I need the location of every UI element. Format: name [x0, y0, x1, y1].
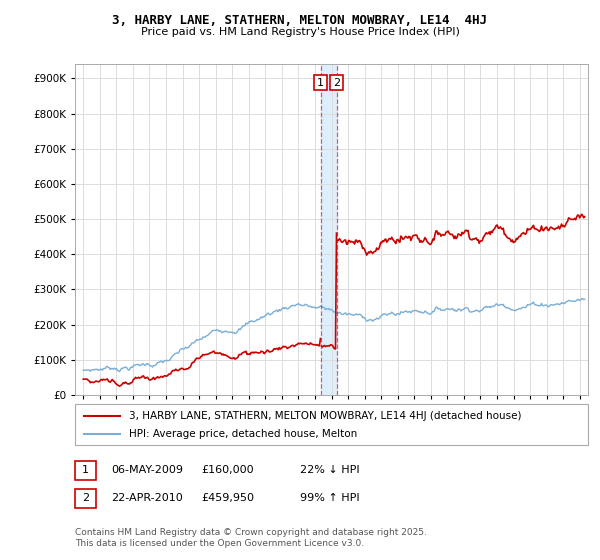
Text: Price paid vs. HM Land Registry's House Price Index (HPI): Price paid vs. HM Land Registry's House … [140, 27, 460, 37]
Text: 2: 2 [333, 78, 340, 87]
Text: 06-MAY-2009: 06-MAY-2009 [111, 465, 183, 475]
Text: 2: 2 [82, 493, 89, 503]
Bar [321, 64, 337, 395]
Text: 22-APR-2010: 22-APR-2010 [111, 493, 183, 503]
Text: £459,950: £459,950 [201, 493, 254, 503]
Text: Contains HM Land Registry data © Crown copyright and database right 2025.
This d: Contains HM Land Registry data © Crown c… [75, 528, 427, 548]
Text: 99% ↑ HPI: 99% ↑ HPI [300, 493, 359, 503]
Text: 1: 1 [82, 465, 89, 475]
Text: HPI: Average price, detached house, Melton: HPI: Average price, detached house, Melt… [129, 429, 357, 438]
Text: 3, HARBY LANE, STATHERN, MELTON MOWBRAY, LE14  4HJ: 3, HARBY LANE, STATHERN, MELTON MOWBRAY,… [113, 14, 487, 27]
Text: 1: 1 [317, 78, 324, 87]
Text: 3, HARBY LANE, STATHERN, MELTON MOWBRAY, LE14 4HJ (detached house): 3, HARBY LANE, STATHERN, MELTON MOWBRAY,… [129, 411, 521, 421]
Text: £160,000: £160,000 [201, 465, 254, 475]
Text: 22% ↓ HPI: 22% ↓ HPI [300, 465, 359, 475]
